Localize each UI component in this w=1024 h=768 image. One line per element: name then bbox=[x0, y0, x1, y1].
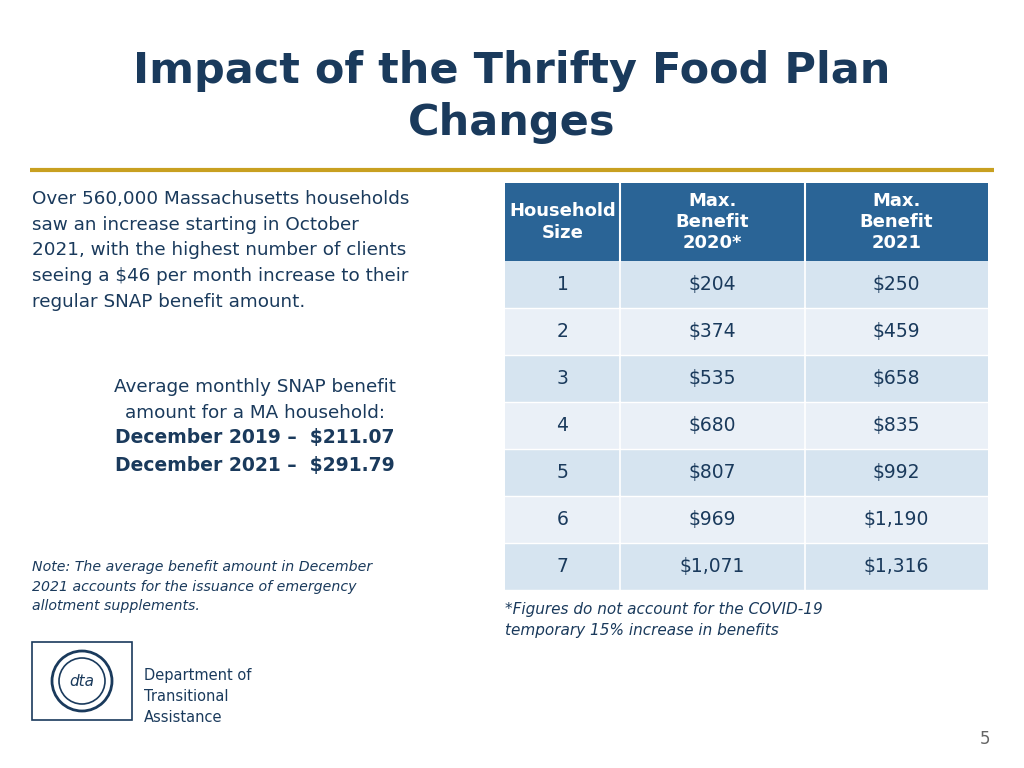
Text: 6: 6 bbox=[557, 510, 568, 529]
Text: $204: $204 bbox=[689, 275, 736, 294]
Text: Impact of the Thrifty Food Plan: Impact of the Thrifty Food Plan bbox=[133, 50, 891, 92]
Text: Over 560,000 Massachusetts households
saw an increase starting in October
2021, : Over 560,000 Massachusetts households sa… bbox=[32, 190, 410, 311]
Text: $835: $835 bbox=[872, 416, 921, 435]
Text: 7: 7 bbox=[557, 557, 568, 576]
Text: $969: $969 bbox=[689, 510, 736, 529]
Text: $1,190: $1,190 bbox=[864, 510, 929, 529]
Text: Note: The average benefit amount in December
2021 accounts for the issuance of e: Note: The average benefit amount in Dece… bbox=[32, 560, 372, 613]
FancyBboxPatch shape bbox=[505, 355, 988, 402]
FancyBboxPatch shape bbox=[505, 543, 988, 590]
FancyBboxPatch shape bbox=[505, 183, 988, 261]
Text: $459: $459 bbox=[872, 322, 921, 341]
Text: *Figures do not account for the COVID-19
temporary 15% increase in benefits: *Figures do not account for the COVID-19… bbox=[505, 602, 822, 638]
Text: $658: $658 bbox=[872, 369, 921, 388]
Text: $535: $535 bbox=[689, 369, 736, 388]
Text: December 2019 –  $211.07: December 2019 – $211.07 bbox=[116, 428, 394, 447]
Text: $680: $680 bbox=[689, 416, 736, 435]
FancyBboxPatch shape bbox=[32, 642, 132, 720]
Text: $992: $992 bbox=[872, 463, 921, 482]
Text: Max.
Benefit
2020*: Max. Benefit 2020* bbox=[676, 191, 750, 253]
Text: $374: $374 bbox=[689, 322, 736, 341]
Text: 2: 2 bbox=[557, 322, 568, 341]
Text: Department of
Transitional
Assistance: Department of Transitional Assistance bbox=[144, 668, 251, 725]
FancyBboxPatch shape bbox=[505, 496, 988, 543]
FancyBboxPatch shape bbox=[505, 308, 988, 355]
Text: 5: 5 bbox=[557, 463, 568, 482]
Text: Average monthly SNAP benefit
amount for a MA household:: Average monthly SNAP benefit amount for … bbox=[114, 378, 396, 422]
Text: 5: 5 bbox=[980, 730, 990, 748]
Text: $1,071: $1,071 bbox=[680, 557, 745, 576]
Text: Household
Size: Household Size bbox=[509, 202, 615, 242]
FancyBboxPatch shape bbox=[505, 449, 988, 496]
Text: $1,316: $1,316 bbox=[864, 557, 929, 576]
Text: December 2021 –  $291.79: December 2021 – $291.79 bbox=[115, 456, 395, 475]
Text: Changes: Changes bbox=[409, 102, 615, 144]
Text: Max.
Benefit
2021: Max. Benefit 2021 bbox=[860, 191, 933, 253]
Text: 4: 4 bbox=[556, 416, 568, 435]
Text: 3: 3 bbox=[557, 369, 568, 388]
FancyBboxPatch shape bbox=[505, 402, 988, 449]
Text: $250: $250 bbox=[872, 275, 921, 294]
Text: dta: dta bbox=[70, 674, 94, 688]
FancyBboxPatch shape bbox=[505, 261, 988, 308]
Text: 1: 1 bbox=[557, 275, 568, 294]
Text: $807: $807 bbox=[689, 463, 736, 482]
